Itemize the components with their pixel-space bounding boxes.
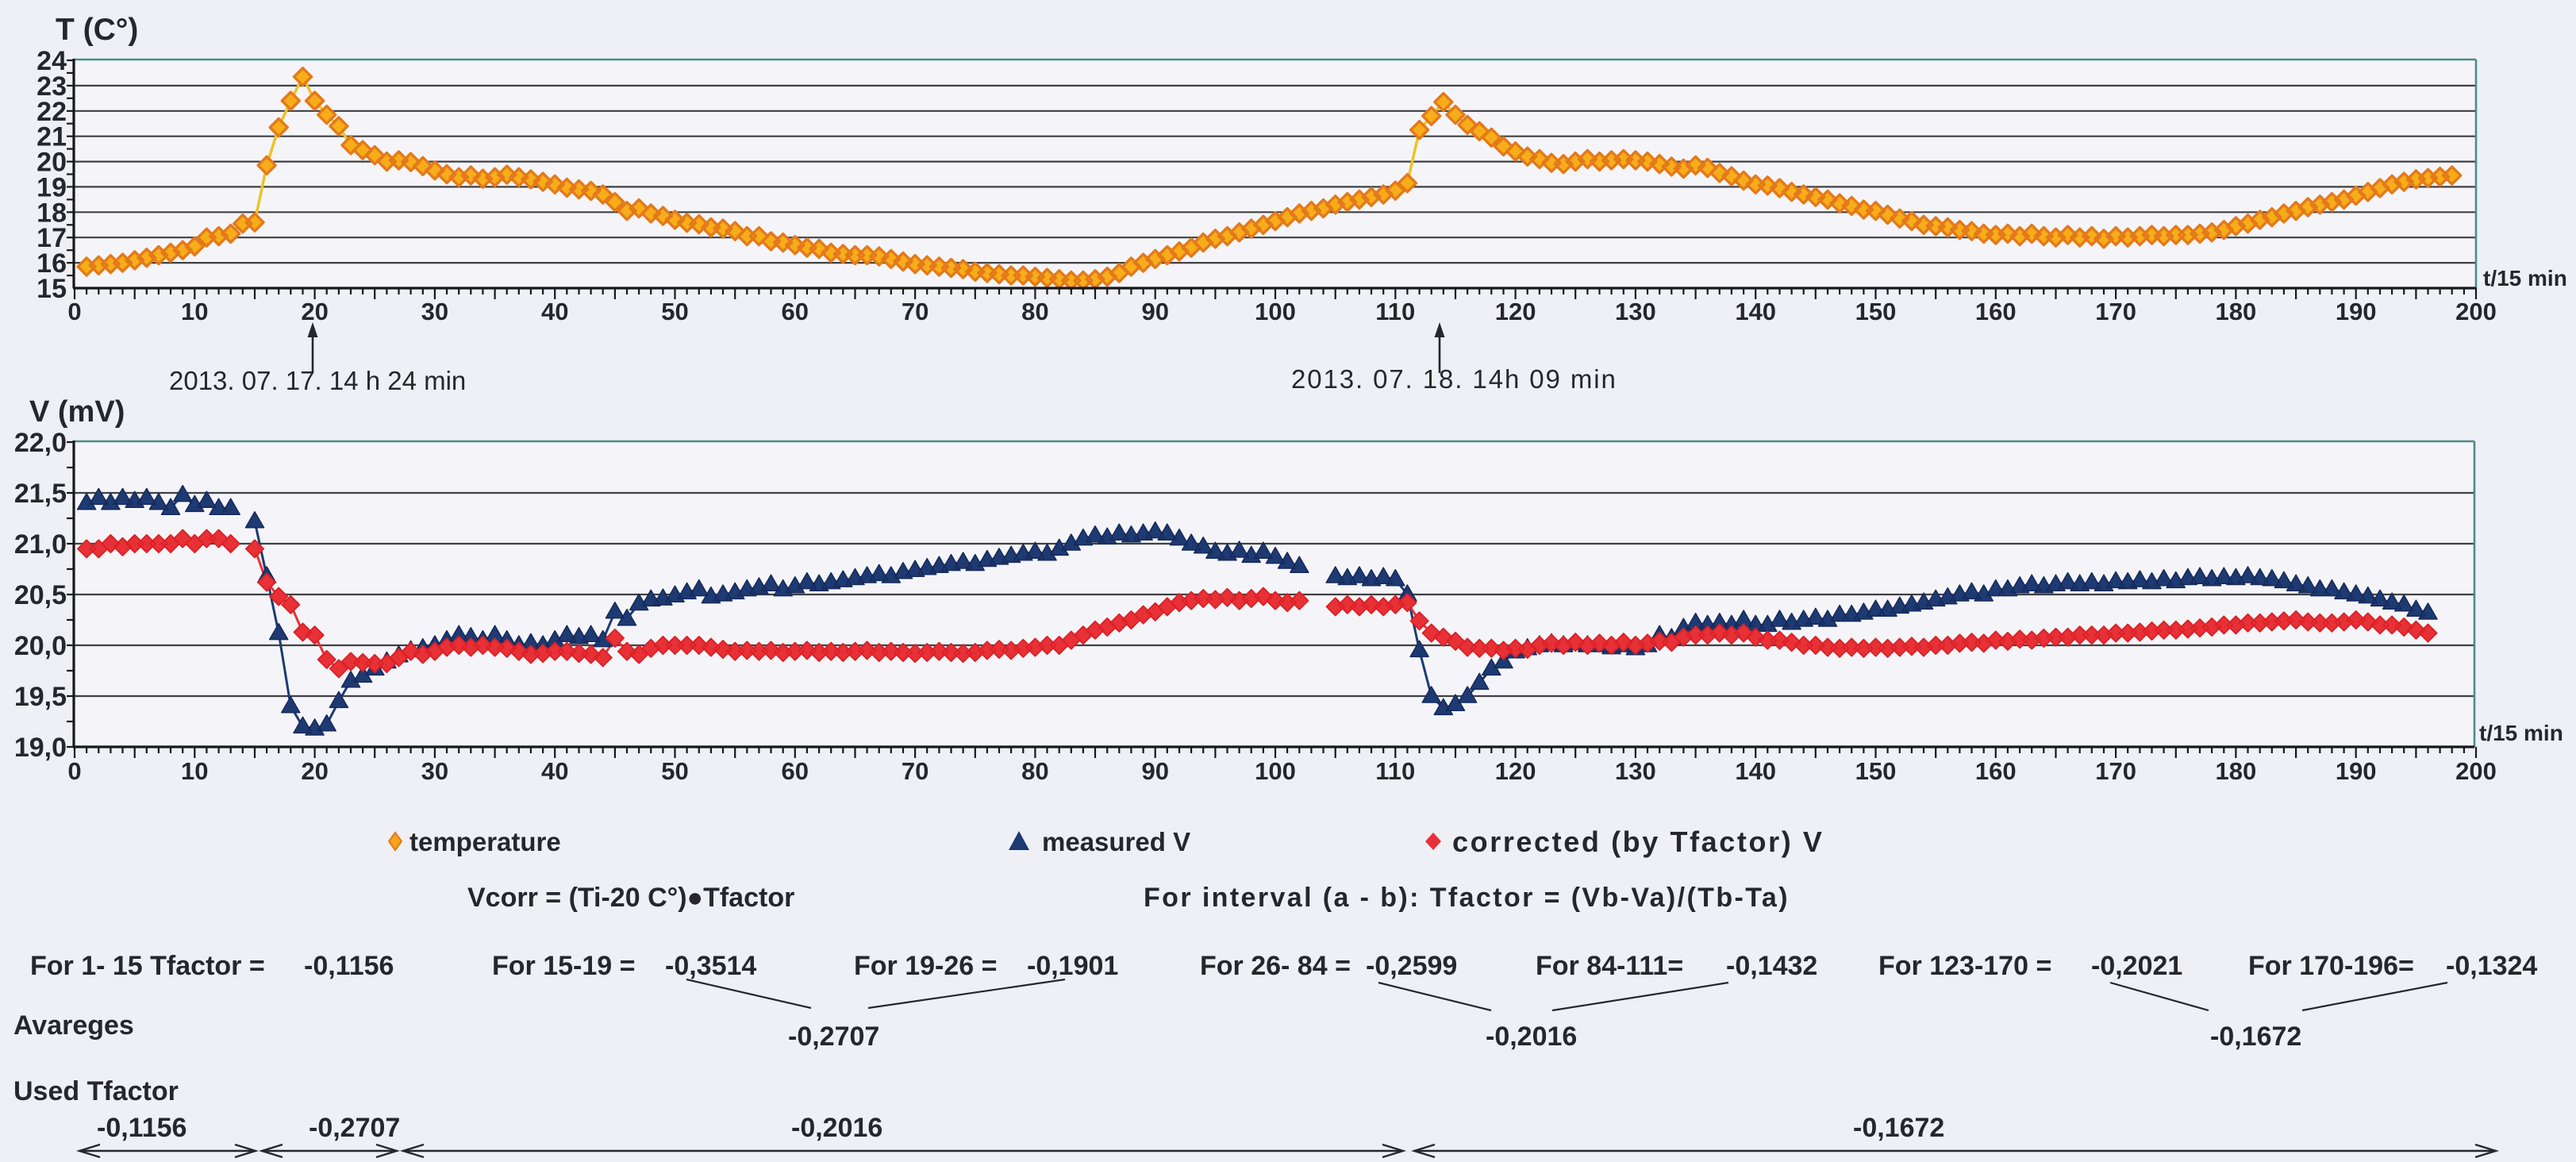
svg-text:For 15-19 =: For 15-19 = [492, 951, 635, 981]
svg-text:19,5: 19,5 [14, 682, 67, 712]
svg-text:150: 150 [1855, 757, 1897, 785]
svg-text:190: 190 [2336, 298, 2377, 325]
svg-text:-0,2707: -0,2707 [309, 1113, 400, 1143]
svg-text:corrected (by Tfactor) V: corrected (by Tfactor) V [1452, 825, 1824, 858]
svg-text:20: 20 [37, 148, 67, 178]
svg-text:60: 60 [782, 757, 809, 785]
svg-text:200: 200 [2455, 298, 2497, 325]
svg-text:-0,3514: -0,3514 [665, 951, 756, 981]
svg-text:0: 0 [67, 757, 81, 785]
svg-text:-0,1432: -0,1432 [1726, 951, 1817, 981]
svg-text:30: 30 [421, 757, 448, 785]
svg-text:t/15 min: t/15 min [2483, 266, 2567, 290]
svg-text:90: 90 [1141, 298, 1168, 325]
svg-text:-0,2021: -0,2021 [2091, 951, 2182, 981]
svg-text:21: 21 [37, 122, 67, 152]
svg-text:19,0: 19,0 [14, 733, 67, 763]
svg-text:180: 180 [2216, 298, 2257, 325]
svg-text:-0,1324: -0,1324 [2446, 951, 2537, 981]
svg-text:20: 20 [301, 757, 328, 785]
svg-text:17: 17 [37, 223, 67, 253]
svg-text:140: 140 [1735, 298, 1776, 325]
svg-text:70: 70 [902, 757, 929, 785]
svg-text:-0,2016: -0,2016 [1486, 1022, 1577, 1052]
svg-text:19: 19 [37, 172, 67, 202]
svg-text:100: 100 [1255, 298, 1296, 325]
svg-text:2013. 07. 17. 14 h 24 min: 2013. 07. 17. 14 h 24 min [169, 366, 466, 395]
svg-text:-0,1672: -0,1672 [2210, 1022, 2301, 1052]
svg-text:100: 100 [1255, 757, 1296, 785]
svg-text:20,0: 20,0 [14, 631, 67, 661]
svg-text:20,5: 20,5 [14, 580, 67, 610]
svg-text:t/15 min: t/15 min [2479, 721, 2563, 745]
svg-text:For interval (a - b): Tfactor: For interval (a - b): Tfactor = (Vb-Va)/… [1144, 883, 1790, 913]
svg-text:120: 120 [1495, 298, 1536, 325]
svg-text:Vcorr = (Ti-20 C°)●Tfactor: Vcorr = (Ti-20 C°)●Tfactor [467, 883, 794, 913]
svg-text:-0,2707: -0,2707 [788, 1022, 879, 1052]
svg-text:21,0: 21,0 [14, 529, 67, 560]
svg-text:170: 170 [2095, 298, 2136, 325]
svg-text:80: 80 [1021, 298, 1048, 325]
svg-text:16: 16 [37, 248, 67, 279]
svg-text:190: 190 [2336, 757, 2377, 785]
svg-text:For 19-26 =: For 19-26 = [854, 951, 997, 981]
svg-text:For 123-170 =: For 123-170 = [1878, 951, 2051, 981]
svg-text:22: 22 [37, 97, 67, 127]
svg-text:Used Tfactor: Used Tfactor [13, 1076, 179, 1106]
svg-text:130: 130 [1615, 757, 1656, 785]
svg-text:For 1- 15 Tfactor =: For 1- 15 Tfactor = [30, 951, 265, 981]
svg-text:200: 200 [2455, 757, 2497, 785]
svg-text:For 84-111=: For 84-111= [1536, 951, 1683, 981]
svg-text:-0,2016: -0,2016 [791, 1113, 882, 1143]
svg-text:18: 18 [37, 198, 67, 228]
svg-text:170: 170 [2095, 757, 2136, 785]
svg-text:110: 110 [1375, 298, 1415, 325]
svg-text:130: 130 [1615, 298, 1656, 325]
svg-text:23: 23 [37, 71, 67, 102]
svg-text:80: 80 [1021, 757, 1048, 785]
svg-text:40: 40 [541, 298, 568, 325]
svg-text:-0,2599: -0,2599 [1366, 951, 1457, 981]
svg-text:70: 70 [902, 298, 929, 325]
svg-text:24: 24 [37, 46, 67, 76]
svg-text:2013. 07. 18. 14h 09 min: 2013. 07. 18. 14h 09 min [1291, 364, 1617, 394]
svg-text:50: 50 [661, 757, 688, 785]
svg-text:160: 160 [1975, 757, 2017, 785]
svg-text:50: 50 [661, 298, 688, 325]
svg-text:temperature: temperature [409, 827, 561, 856]
svg-text:110: 110 [1375, 757, 1415, 785]
svg-text:For 170-196=: For 170-196= [2248, 951, 2414, 981]
svg-text:15: 15 [37, 274, 67, 304]
svg-text:V (mV): V (mV) [29, 395, 125, 429]
svg-text:150: 150 [1855, 298, 1897, 325]
svg-text:Avareges: Avareges [13, 1010, 134, 1041]
svg-text:60: 60 [782, 298, 809, 325]
svg-text:10: 10 [181, 298, 208, 325]
svg-text:21,5: 21,5 [14, 479, 67, 509]
svg-text:-0,1672: -0,1672 [1853, 1113, 1944, 1143]
svg-text:140: 140 [1735, 757, 1776, 785]
svg-text:22,0: 22,0 [14, 428, 67, 458]
svg-text:-0,1156: -0,1156 [97, 1113, 186, 1143]
svg-text:10: 10 [181, 757, 208, 785]
svg-text:T (C°): T (C°) [56, 13, 138, 47]
svg-text:-0,1901: -0,1901 [1027, 951, 1118, 981]
svg-text:90: 90 [1141, 757, 1168, 785]
svg-text:20: 20 [301, 298, 328, 325]
svg-text:measured V: measured V [1042, 827, 1190, 856]
svg-text:-0,1156: -0,1156 [304, 951, 394, 981]
svg-text:0: 0 [67, 298, 81, 325]
svg-text:120: 120 [1495, 757, 1536, 785]
svg-text:For 26- 84 =: For 26- 84 = [1200, 951, 1351, 981]
svg-text:40: 40 [541, 757, 568, 785]
svg-text:30: 30 [421, 298, 448, 325]
svg-text:180: 180 [2216, 757, 2257, 785]
svg-text:160: 160 [1975, 298, 2017, 325]
